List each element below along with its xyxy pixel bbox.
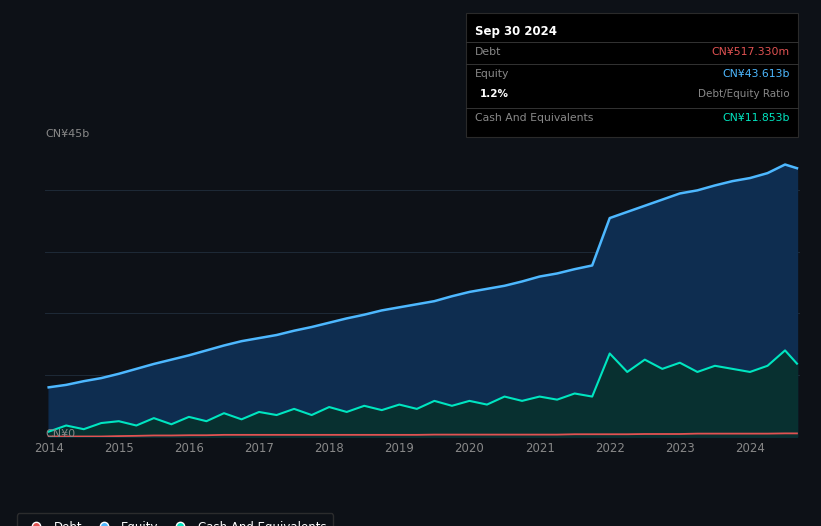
Text: CN¥517.330m: CN¥517.330m xyxy=(712,47,790,57)
Text: Debt/Equity Ratio: Debt/Equity Ratio xyxy=(698,89,790,99)
Text: CN¥45b: CN¥45b xyxy=(45,129,89,139)
Text: Cash And Equivalents: Cash And Equivalents xyxy=(475,113,594,123)
Text: CN¥11.853b: CN¥11.853b xyxy=(722,113,790,123)
Text: Sep 30 2024: Sep 30 2024 xyxy=(475,25,557,38)
Text: CN¥43.613b: CN¥43.613b xyxy=(722,69,790,79)
Text: 1.2%: 1.2% xyxy=(479,89,508,99)
Text: CN¥0: CN¥0 xyxy=(45,429,76,439)
Text: Equity: Equity xyxy=(475,69,510,79)
Legend: Debt, Equity, Cash And Equivalents: Debt, Equity, Cash And Equivalents xyxy=(17,513,333,526)
Text: Debt: Debt xyxy=(475,47,502,57)
